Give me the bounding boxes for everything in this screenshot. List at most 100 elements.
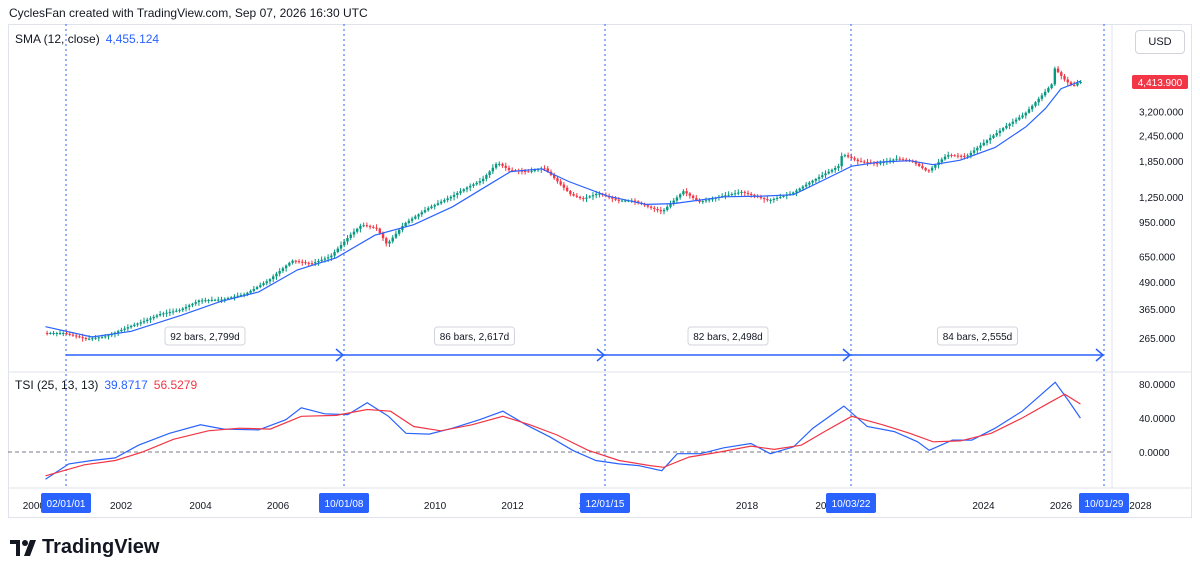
candle-body bbox=[414, 216, 417, 219]
candle-body bbox=[636, 201, 640, 203]
candle-body bbox=[249, 290, 252, 293]
candle-body bbox=[439, 201, 443, 204]
candle-body bbox=[737, 192, 740, 194]
candle-body bbox=[724, 195, 727, 197]
candle-body bbox=[934, 164, 937, 168]
candle-body bbox=[220, 299, 223, 301]
candle-body bbox=[914, 161, 918, 164]
cycle-marker-date: 10/01/29 bbox=[1085, 499, 1124, 510]
candle-body bbox=[252, 288, 256, 291]
candle-body bbox=[194, 302, 197, 304]
candle-body bbox=[504, 165, 507, 168]
candle-body bbox=[530, 170, 533, 172]
candle-body bbox=[1060, 72, 1063, 76]
cycle-label: 86 bars, 2,617d bbox=[440, 332, 510, 343]
price-tick-label: 2,450.000 bbox=[1139, 132, 1184, 143]
candle-body bbox=[430, 206, 433, 209]
candle-body bbox=[998, 130, 1002, 134]
candle-body bbox=[811, 180, 814, 183]
candle-body bbox=[472, 184, 475, 186]
candle-body bbox=[320, 259, 323, 261]
current-price-badge bbox=[1132, 75, 1188, 89]
tradingview-logo[interactable]: TradingView bbox=[10, 536, 159, 559]
candle-body bbox=[672, 200, 675, 204]
candle-body bbox=[58, 332, 62, 334]
candle-body bbox=[129, 325, 133, 328]
candle-body bbox=[804, 184, 808, 187]
candle-body bbox=[901, 159, 905, 161]
candle-body bbox=[385, 238, 388, 244]
candle-body bbox=[343, 241, 346, 246]
candle-body bbox=[927, 170, 931, 172]
cycle-label: 84 bars, 2,555d bbox=[943, 332, 1013, 343]
candle-body bbox=[375, 227, 378, 229]
candle-body bbox=[45, 332, 49, 334]
candle-body bbox=[262, 283, 265, 286]
candle-body bbox=[947, 155, 950, 157]
candle-body bbox=[995, 133, 998, 136]
candle-body bbox=[708, 199, 711, 201]
candle-body bbox=[498, 163, 501, 165]
candle-body bbox=[572, 194, 575, 196]
candle-body bbox=[230, 297, 233, 299]
candle-body bbox=[420, 212, 423, 215]
candle-body bbox=[359, 225, 362, 229]
sma-legend[interactable]: SMA (12, close) 4,455.124 bbox=[15, 32, 159, 46]
candle-body bbox=[565, 187, 569, 191]
candle-body bbox=[1034, 102, 1037, 106]
candle-body bbox=[313, 262, 317, 264]
candle-body bbox=[940, 159, 943, 163]
candle-body bbox=[181, 308, 184, 311]
candle-body bbox=[882, 161, 885, 163]
candlestick-series bbox=[45, 66, 1082, 342]
candle-body bbox=[326, 257, 330, 259]
candle-body bbox=[146, 319, 149, 322]
candle-body bbox=[746, 192, 750, 194]
candle-body bbox=[766, 199, 769, 201]
candle-body bbox=[704, 200, 708, 202]
candle-body bbox=[52, 332, 55, 334]
candle-body bbox=[310, 263, 314, 265]
candle-body bbox=[688, 193, 692, 196]
candle-body bbox=[782, 195, 785, 197]
candle-body bbox=[304, 262, 307, 264]
candle-body bbox=[953, 155, 956, 157]
candle-body bbox=[972, 150, 976, 153]
time-axis-label: 2010 bbox=[424, 501, 447, 512]
candle-body bbox=[394, 233, 398, 238]
tsi-legend[interactable]: TSI (25, 13, 13) 39.8717 56.5279 bbox=[15, 378, 197, 392]
currency-button[interactable]: USD bbox=[1135, 30, 1185, 54]
candle-body bbox=[808, 182, 811, 185]
candle-body bbox=[1047, 88, 1050, 92]
candle-body bbox=[992, 135, 995, 138]
candle-body bbox=[798, 188, 801, 191]
candle-body bbox=[246, 292, 249, 295]
candle-body bbox=[730, 193, 734, 195]
candle-body bbox=[301, 261, 304, 263]
candle-body bbox=[236, 295, 239, 297]
tsi-legend-value-2: 56.5279 bbox=[153, 378, 198, 392]
candle-body bbox=[165, 312, 168, 314]
candle-body bbox=[178, 310, 181, 312]
candle-body bbox=[84, 338, 88, 340]
candle-body bbox=[1063, 75, 1066, 80]
chart-frame bbox=[8, 24, 1192, 518]
candle-body bbox=[362, 225, 365, 227]
candle-body bbox=[727, 194, 730, 196]
tradingview-logo-text: TradingView bbox=[42, 536, 160, 558]
candle-body bbox=[481, 178, 485, 182]
candle-body bbox=[1076, 83, 1079, 86]
candle-body bbox=[598, 193, 601, 195]
candle-body bbox=[281, 268, 285, 271]
candle-body bbox=[459, 191, 462, 194]
candle-body bbox=[950, 155, 953, 157]
candle-body bbox=[68, 333, 71, 335]
candle-body bbox=[792, 192, 795, 194]
candle-body bbox=[1040, 95, 1044, 99]
current-price-label: 4,413.900 bbox=[1138, 78, 1183, 89]
candle-body bbox=[323, 258, 327, 260]
cycle-label: 82 bars, 2,498d bbox=[693, 332, 763, 343]
candle-body bbox=[666, 206, 669, 210]
candle-body bbox=[381, 232, 385, 239]
